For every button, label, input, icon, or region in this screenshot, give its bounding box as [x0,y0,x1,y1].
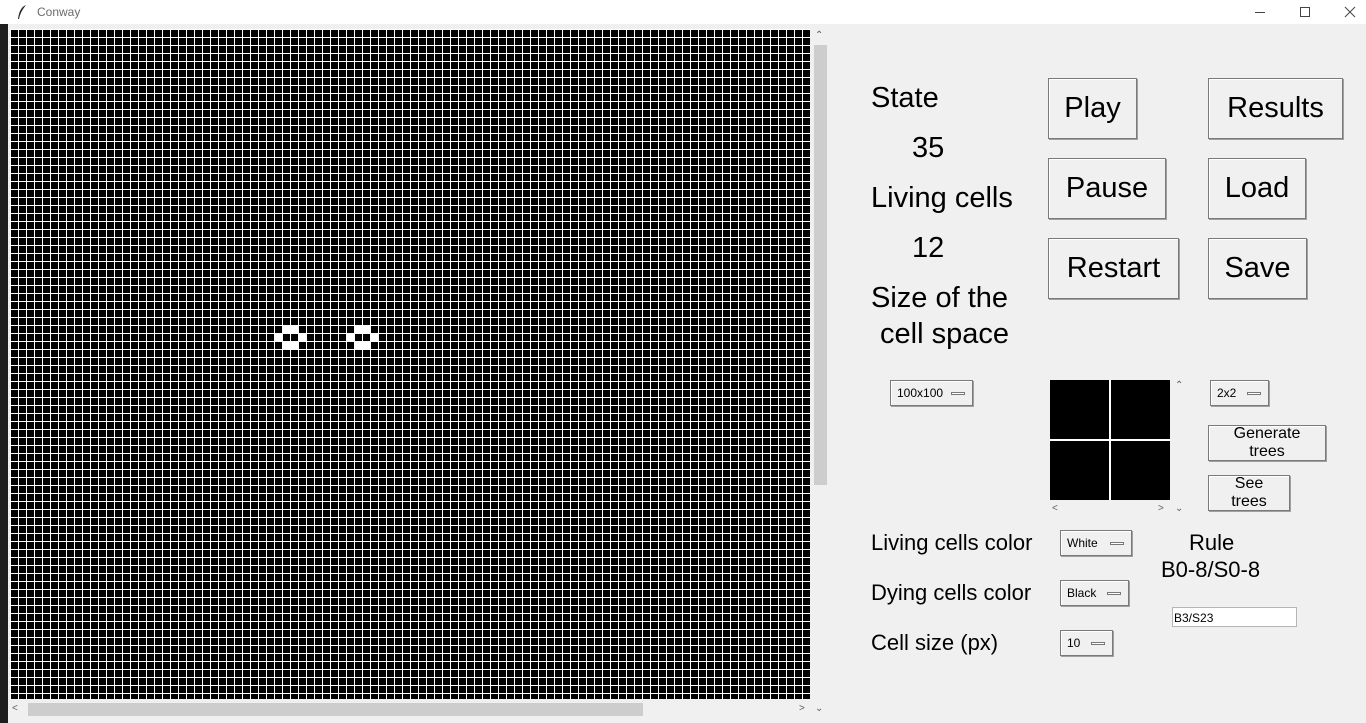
tree-size-value: 2x2 [1217,386,1237,400]
space-size-select[interactable]: 100x100 [890,380,973,406]
maximize-button[interactable] [1282,0,1327,24]
dropdown-indicator-icon [1247,392,1261,395]
living-cells-label: Living cells [871,182,1013,214]
living-cell [354,325,362,333]
living-cell [290,341,298,349]
see-trees-button[interactable]: See trees [1208,475,1290,511]
restart-button[interactable]: Restart [1048,238,1179,299]
state-label: State [871,82,939,114]
preview-scroll-right-icon[interactable]: > [1158,503,1164,514]
preview-cell [1050,380,1109,439]
dropdown-indicator-icon [1091,642,1105,645]
scroll-left-icon[interactable]: < [12,703,18,714]
cell-size-select[interactable]: 10 [1060,630,1113,656]
rule-input[interactable] [1172,607,1297,627]
scroll-up-icon[interactable]: ⌃ [815,30,824,41]
cell-size-label: Cell size (px) [871,630,999,655]
vertical-scrollbar-thumb[interactable] [814,45,827,485]
load-button[interactable]: Load [1208,158,1306,219]
scroll-right-icon[interactable]: > [799,703,805,714]
living-cell [354,341,362,349]
rule-title: Rule [1189,530,1235,555]
size-label-line1: Size of the [871,282,1009,314]
living-cell [298,333,306,341]
minimize-icon [1254,12,1265,13]
feather-icon [16,4,28,20]
living-cell [346,333,354,341]
living-color-value: White [1067,536,1098,550]
save-button[interactable]: Save [1208,238,1307,299]
living-color-select[interactable]: White [1060,530,1132,556]
cell-size-value: 10 [1067,636,1081,650]
close-button[interactable] [1327,0,1366,24]
preview-scroll-up-icon[interactable]: ⌃ [1175,380,1184,391]
window-edge [0,24,8,723]
window-title: Conway [37,5,81,19]
dying-color-value: Black [1067,586,1097,600]
tree-preview-canvas[interactable] [1050,380,1170,500]
cell-grid-canvas[interactable] [10,29,810,699]
living-cell [282,325,290,333]
minimize-button[interactable] [1237,0,1282,24]
pause-button[interactable]: Pause [1048,158,1166,219]
close-icon [1344,6,1355,18]
dying-color-select[interactable]: Black [1060,580,1129,606]
living-cells-value: 12 [912,232,945,264]
preview-cell [1111,380,1170,439]
living-cell [370,333,378,341]
preview-cell [1050,441,1109,500]
dropdown-indicator-icon [1110,542,1124,545]
state-value: 35 [912,132,945,164]
size-label-line2: cell space [880,318,1009,350]
living-cell [274,333,282,341]
preview-scroll-down-icon[interactable]: ⌄ [1175,503,1184,514]
living-cell [362,341,370,349]
living-cell [290,325,298,333]
living-color-label: Living cells color [871,530,1033,555]
dropdown-indicator-icon [1107,592,1121,595]
maximize-icon [1299,7,1310,17]
scroll-down-icon[interactable]: ⌄ [815,703,824,714]
horizontal-scrollbar-thumb[interactable] [28,703,643,716]
preview-scroll-left-icon[interactable]: < [1052,503,1058,514]
space-size-value: 100x100 [897,386,944,400]
results-button[interactable]: Results [1208,78,1343,139]
living-cell [362,325,370,333]
rule-value: B0-8/S0-8 [1161,557,1261,582]
dropdown-indicator-icon [951,392,965,395]
dying-color-label: Dying cells color [871,580,1032,605]
tree-size-select[interactable]: 2x2 [1210,380,1269,406]
play-button[interactable]: Play [1048,78,1137,139]
preview-cell [1111,441,1170,500]
living-cell [282,341,290,349]
generate-trees-button[interactable]: Generate trees [1208,425,1326,461]
title-bar [0,0,1366,24]
